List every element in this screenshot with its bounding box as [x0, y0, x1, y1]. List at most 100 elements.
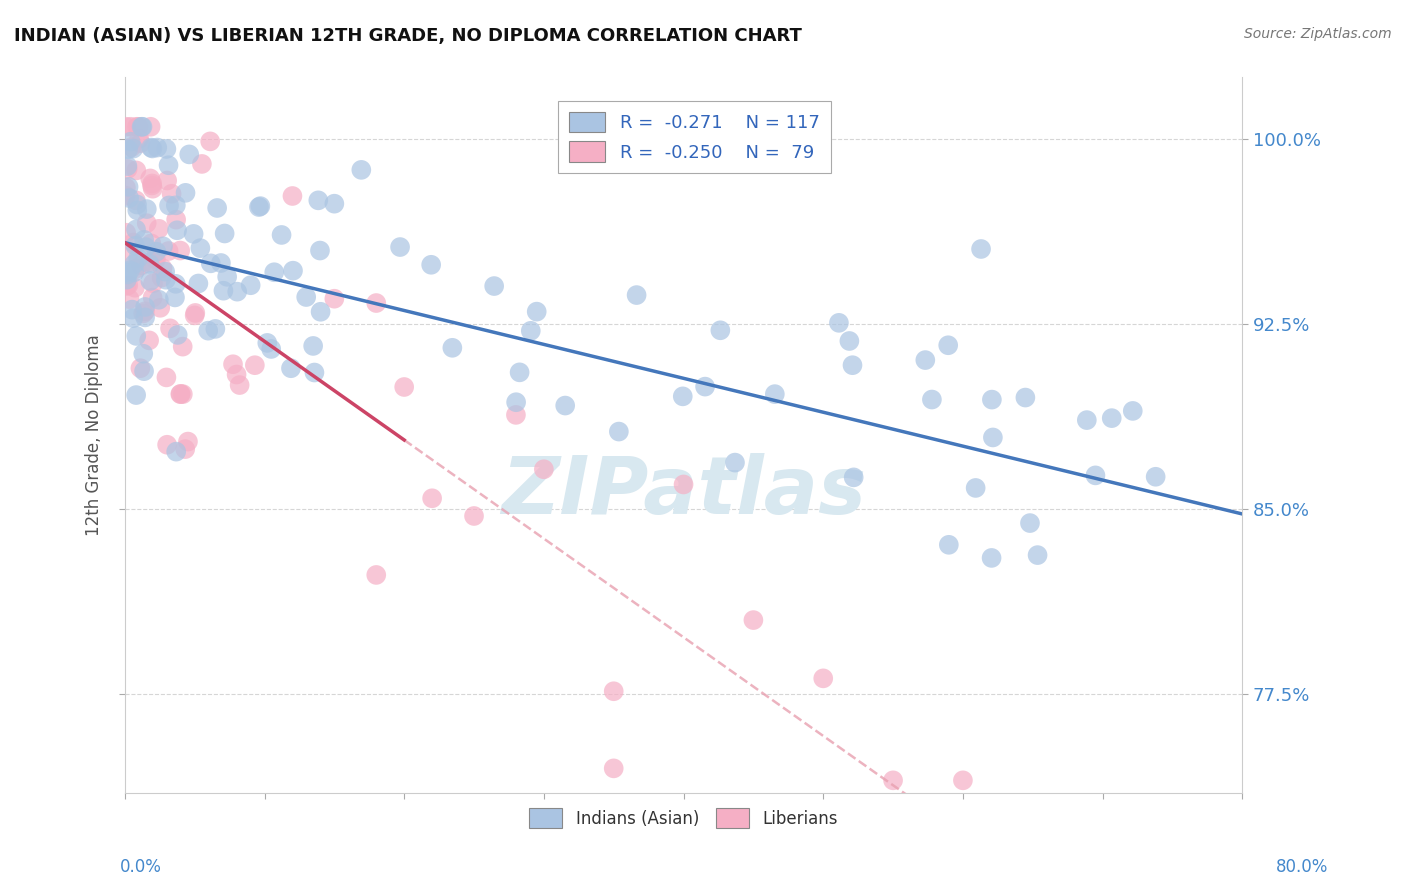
Point — [304, 366, 326, 380]
Point — [350, 162, 373, 177]
Point — [153, 265, 176, 279]
Point — [157, 198, 180, 212]
Point — [179, 147, 201, 161]
Point — [1026, 548, 1049, 562]
Point — [249, 199, 271, 213]
Point — [122, 235, 145, 250]
Point — [970, 242, 993, 256]
Point — [212, 284, 235, 298]
Point — [115, 265, 138, 279]
Point — [128, 131, 150, 145]
Point — [156, 173, 179, 187]
Point — [121, 302, 143, 317]
Point — [156, 438, 179, 452]
Point — [115, 180, 138, 194]
Point — [307, 194, 329, 208]
Point — [157, 244, 180, 258]
Point — [132, 306, 155, 320]
Point — [952, 773, 974, 788]
Point — [127, 251, 149, 265]
Point — [155, 142, 177, 156]
Point — [139, 255, 162, 269]
Point — [520, 324, 543, 338]
Point — [138, 257, 160, 271]
Point — [141, 236, 163, 251]
Point — [125, 329, 148, 343]
Point — [129, 136, 152, 150]
Point — [693, 379, 716, 393]
Point — [115, 120, 138, 134]
Point — [117, 142, 139, 156]
Point — [204, 322, 226, 336]
Point — [965, 481, 987, 495]
Point — [142, 182, 165, 196]
Point — [672, 477, 695, 491]
Point — [124, 239, 146, 253]
Point — [166, 223, 188, 237]
Point — [366, 296, 388, 310]
Point — [142, 277, 165, 291]
Point — [132, 364, 155, 378]
Point — [155, 273, 177, 287]
Point — [1014, 391, 1036, 405]
Point — [936, 338, 959, 352]
Point — [134, 304, 156, 318]
Point — [135, 240, 157, 254]
Point — [117, 247, 139, 261]
Point — [672, 389, 695, 403]
Text: INDIAN (ASIAN) VS LIBERIAN 12TH GRADE, NO DIPLOMA CORRELATION CHART: INDIAN (ASIAN) VS LIBERIAN 12TH GRADE, N… — [14, 27, 801, 45]
Point — [166, 327, 188, 342]
Point — [143, 252, 166, 266]
Point — [228, 378, 250, 392]
Point — [463, 508, 485, 523]
Point — [142, 291, 165, 305]
Point — [602, 761, 624, 775]
Point — [187, 277, 209, 291]
Point — [225, 368, 247, 382]
Point — [134, 300, 156, 314]
Point — [117, 179, 139, 194]
Point — [174, 186, 197, 200]
Point — [263, 265, 285, 279]
Point — [1101, 411, 1123, 425]
Point — [121, 140, 143, 154]
Point — [214, 227, 236, 241]
Point — [120, 120, 142, 134]
Point — [209, 256, 232, 270]
Point — [129, 361, 152, 376]
Point — [1084, 468, 1107, 483]
Point — [124, 281, 146, 295]
Point — [505, 408, 527, 422]
Point — [125, 222, 148, 236]
Point — [226, 285, 249, 299]
Point — [122, 142, 145, 156]
Point — [280, 361, 302, 376]
Point — [602, 684, 624, 698]
Point — [309, 244, 332, 258]
Point — [160, 186, 183, 201]
Point — [139, 274, 162, 288]
Point — [155, 370, 177, 384]
Point — [842, 470, 865, 484]
Point — [125, 120, 148, 134]
Point — [124, 257, 146, 271]
Point — [165, 212, 187, 227]
Point — [626, 288, 648, 302]
Point — [131, 120, 153, 134]
Point — [247, 200, 270, 214]
Point — [260, 342, 283, 356]
Point — [281, 189, 304, 203]
Point — [243, 358, 266, 372]
Point — [938, 538, 960, 552]
Point — [115, 279, 138, 293]
Text: 0.0%: 0.0% — [120, 858, 162, 876]
Point — [117, 278, 139, 293]
Point — [533, 462, 555, 476]
Point — [217, 269, 239, 284]
Point — [709, 323, 731, 337]
Legend: Indians (Asian), Liberians: Indians (Asian), Liberians — [523, 802, 845, 834]
Point — [190, 241, 212, 255]
Point — [813, 671, 835, 685]
Point — [302, 339, 325, 353]
Point — [763, 387, 786, 401]
